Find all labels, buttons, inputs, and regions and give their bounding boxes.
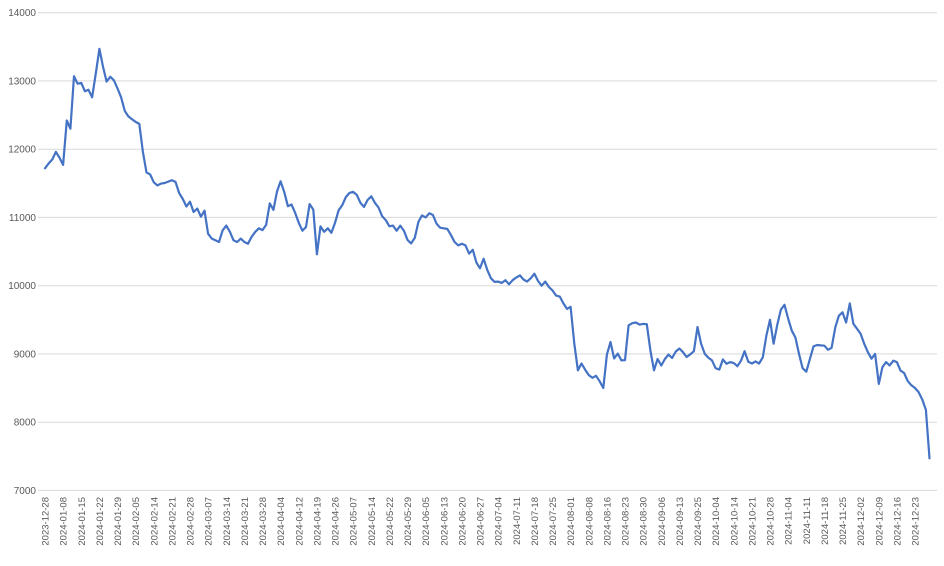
y-axis-tick-label: 14000 bbox=[8, 8, 36, 19]
x-axis-tick-label: 2024-06-20 bbox=[457, 497, 468, 546]
x-axis-tick-label: 2024-03-28 bbox=[258, 497, 269, 546]
x-axis-tick-label: 2024-02-28 bbox=[186, 497, 197, 546]
y-axis-tick-label: 10000 bbox=[8, 281, 36, 292]
gridlines-group bbox=[38, 12, 937, 491]
x-axis-tick-label: 2024-01-22 bbox=[95, 497, 106, 546]
x-axis-tick-label: 2024-02-14 bbox=[149, 497, 160, 546]
x-axis-tick-label: 2024-01-15 bbox=[77, 497, 88, 546]
x-axis-tick-label: 2024-09-13 bbox=[675, 497, 686, 546]
x-axis-tick-label: 2024-11-11 bbox=[802, 497, 813, 544]
x-axis-tick-label: 2024-05-29 bbox=[403, 497, 414, 546]
x-axis-tick-label: 2024-07-11 bbox=[512, 497, 523, 545]
x-axis-tick-label: 2024-03-07 bbox=[204, 497, 215, 546]
x-axis-tick-label: 2024-11-04 bbox=[784, 497, 795, 545]
x-axis-tick-label: 2024-10-04 bbox=[711, 497, 722, 546]
x-axis-tick-labels-group: 2023-12-28 2024-01-08 2024-01-15 2024-01-22… bbox=[41, 497, 922, 546]
x-axis-tick-label: 2024-05-14 bbox=[367, 497, 378, 546]
x-axis-tick-label: 2023-12-28 bbox=[41, 497, 52, 546]
x-axis-tick-label: 2024-12-23 bbox=[911, 497, 922, 546]
series-line bbox=[43, 47, 931, 460]
y-axis-tick-label: 13000 bbox=[8, 76, 36, 87]
x-axis-tick-label: 2024-10-14 bbox=[729, 497, 740, 546]
x-axis-tick-label: 2024-06-05 bbox=[421, 497, 432, 546]
x-axis-tick-label: 2024-05-07 bbox=[349, 497, 360, 546]
x-axis-tick-label: 2024-07-18 bbox=[530, 497, 541, 546]
x-axis-tick-label: 2024-08-01 bbox=[566, 497, 577, 546]
x-axis-tick-label: 2024-10-28 bbox=[766, 497, 777, 546]
x-axis-tick-label: 2024-07-25 bbox=[548, 497, 559, 546]
series-group bbox=[43, 47, 931, 460]
y-axis-tick-label: 11000 bbox=[9, 213, 37, 224]
y-axis-tick-label: 12000 bbox=[8, 145, 36, 156]
x-axis-tick-label: 2024-06-13 bbox=[439, 497, 450, 546]
y-axis-tick-label: 8000 bbox=[14, 418, 37, 429]
x-axis-tick-label: 2024-08-23 bbox=[621, 497, 632, 546]
x-axis-tick-label: 2024-04-04 bbox=[276, 497, 287, 546]
x-axis-tick-label: 2024-08-16 bbox=[602, 497, 613, 546]
x-axis-tick-label: 2024-10-21 bbox=[747, 497, 758, 546]
x-axis-tick-label: 2024-07-04 bbox=[494, 497, 505, 546]
x-axis-tick-label: 2024-04-19 bbox=[312, 497, 323, 546]
x-axis-tick-label: 2024-02-21 bbox=[167, 497, 178, 546]
y-axis-tick-labels-group: 7000 8000 9000 10000 11000 12000 13000 14000 bbox=[8, 8, 36, 497]
x-axis-tick-label: 2024-09-06 bbox=[657, 497, 668, 546]
x-axis-tick-label: 2024-12-02 bbox=[856, 497, 867, 546]
x-axis-tick-label: 2024-12-16 bbox=[892, 497, 903, 546]
y-axis-tick-label: 7000 bbox=[14, 486, 37, 497]
x-axis-tick-label: 2024-11-18 bbox=[820, 497, 831, 545]
x-axis-tick-label: 2024-05-22 bbox=[385, 497, 396, 546]
x-axis-tick-label: 2024-08-08 bbox=[584, 497, 595, 546]
x-axis-tick-label: 2024-03-21 bbox=[240, 497, 251, 546]
x-axis-tick-label: 2024-03-14 bbox=[222, 497, 233, 546]
x-axis-tick-label: 2024-11-25 bbox=[838, 497, 849, 545]
x-axis-tick-label: 2024-04-12 bbox=[294, 497, 305, 546]
x-axis-tick-label: 2024-02-05 bbox=[131, 497, 142, 546]
x-axis-tick-label: 2024-08-30 bbox=[639, 497, 650, 546]
x-axis-tick-label: 2024-04-26 bbox=[331, 497, 342, 546]
x-axis-tick-label: 2024-01-29 bbox=[113, 497, 124, 546]
y-axis-tick-label: 9000 bbox=[14, 349, 37, 360]
x-axis-tick-label: 2024-01-08 bbox=[59, 497, 70, 546]
x-axis-tick-label: 2024-06-27 bbox=[476, 497, 487, 546]
x-axis-tick-label: 2024-12-09 bbox=[874, 497, 885, 546]
x-axis-tick-label: 2024-09-25 bbox=[693, 497, 704, 546]
